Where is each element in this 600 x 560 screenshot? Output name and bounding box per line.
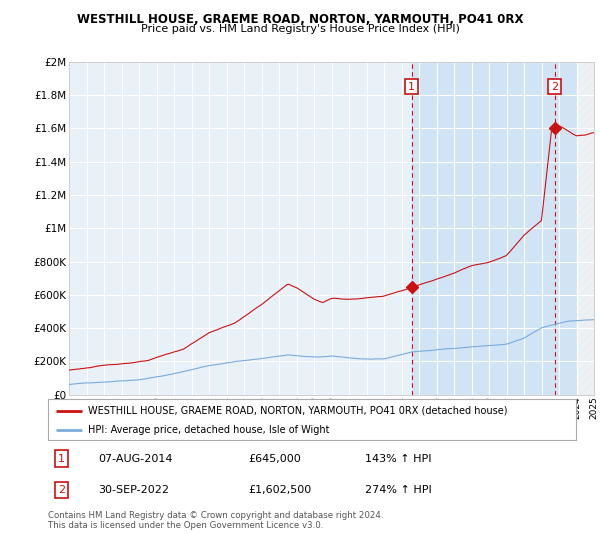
Text: Price paid vs. HM Land Registry's House Price Index (HPI): Price paid vs. HM Land Registry's House … [140, 24, 460, 34]
Bar [412, 62, 577, 395]
Text: 07-AUG-2014: 07-AUG-2014 [98, 454, 173, 464]
Bar [577, 62, 600, 395]
Text: 274% ↑ HPI: 274% ↑ HPI [365, 485, 431, 495]
Text: 1: 1 [408, 82, 415, 92]
Text: Contains HM Land Registry data © Crown copyright and database right 2024.
This d: Contains HM Land Registry data © Crown c… [48, 511, 383, 530]
Text: 30-SEP-2022: 30-SEP-2022 [98, 485, 169, 495]
Text: 2: 2 [551, 82, 558, 92]
Text: HPI: Average price, detached house, Isle of Wight: HPI: Average price, detached house, Isle… [88, 424, 329, 435]
Text: 1: 1 [58, 454, 65, 464]
Text: WESTHILL HOUSE, GRAEME ROAD, NORTON, YARMOUTH, PO41 0RX (detached house): WESTHILL HOUSE, GRAEME ROAD, NORTON, YAR… [88, 405, 507, 416]
Text: WESTHILL HOUSE, GRAEME ROAD, NORTON, YARMOUTH, PO41 0RX: WESTHILL HOUSE, GRAEME ROAD, NORTON, YAR… [77, 13, 523, 26]
Text: 2: 2 [58, 485, 65, 495]
Bar [577, 62, 600, 395]
Text: 143% ↑ HPI: 143% ↑ HPI [365, 454, 431, 464]
Text: £1,602,500: £1,602,500 [248, 485, 312, 495]
Text: £645,000: £645,000 [248, 454, 301, 464]
